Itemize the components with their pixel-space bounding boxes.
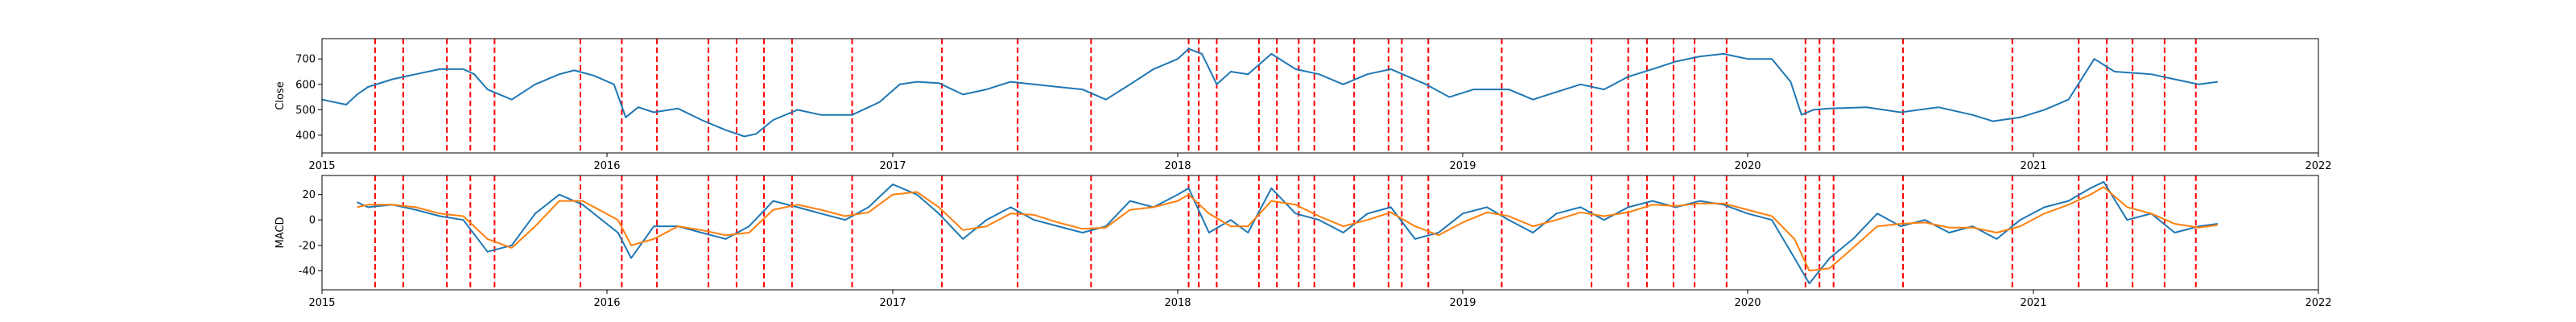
- macd-x-tick-label: 2019: [1449, 297, 1476, 309]
- close-y-tick-label: 600: [295, 79, 316, 91]
- close-x-axis: 2015 2016 2017 2018 2019 2020 2021 2022: [308, 153, 2332, 172]
- close-x-tick-label: 2021: [2020, 160, 2046, 172]
- close-y-axis: 400 500 600 700: [295, 54, 322, 142]
- macd-signal-markers: [374, 175, 2197, 290]
- close-x-tick-label: 2015: [308, 160, 335, 172]
- macd-x-tick-label: 2015: [308, 297, 335, 309]
- macd-y-tick-label: -40: [299, 266, 316, 278]
- close-x-tick-label: 2018: [1164, 160, 1191, 172]
- macd-series-group: [357, 180, 2219, 285]
- macd-x-axis: 2015 2016 2017 2018 2019 2020 2021 2022: [308, 290, 2332, 309]
- macd-y-axis: -40 -20 0 20: [299, 189, 322, 278]
- close-y-axis-label: Close: [275, 81, 287, 109]
- close-axes-frame: [321, 38, 2319, 154]
- macd-axes-frame: [321, 175, 2319, 291]
- macd-x-tick-label: 2022: [2305, 297, 2331, 309]
- macd-x-tick-label: 2021: [2020, 297, 2046, 309]
- macd-series-line-1: [357, 186, 2219, 272]
- close-x-tick-label: 2019: [1449, 160, 1476, 172]
- close-series-group: [321, 47, 2219, 138]
- close-series-line-0: [321, 47, 2219, 138]
- close-y-tick-label: 500: [295, 105, 316, 117]
- close-x-tick-label: 2017: [879, 160, 906, 172]
- close-y-tick-label: 400: [295, 130, 316, 142]
- macd-y-tick-label: 20: [302, 189, 316, 201]
- macd-x-tick-label: 2017: [879, 297, 906, 309]
- macd-x-tick-label: 2020: [1734, 297, 1761, 309]
- close-x-tick-label: 2016: [593, 160, 620, 172]
- macd-y-tick-label: -20: [299, 240, 316, 252]
- macd-x-tick-label: 2018: [1164, 297, 1191, 309]
- macd-x-tick-label: 2016: [593, 297, 620, 309]
- close-price-panel: 2015 2016 2017 2018 2019 2020 2021 2022 400 500 6…: [275, 38, 2332, 172]
- close-x-tick-label: 2020: [1734, 160, 1761, 172]
- close-x-tick-label: 2022: [2305, 160, 2331, 172]
- macd-y-tick-label: 0: [309, 215, 316, 227]
- close-y-tick-label: 700: [295, 54, 316, 66]
- macd-panel: 2015 2016 2017 2018 2019 2020 2021 2022 -40 -20 0…: [275, 175, 2332, 309]
- macd-y-axis-label: MACD: [275, 217, 287, 249]
